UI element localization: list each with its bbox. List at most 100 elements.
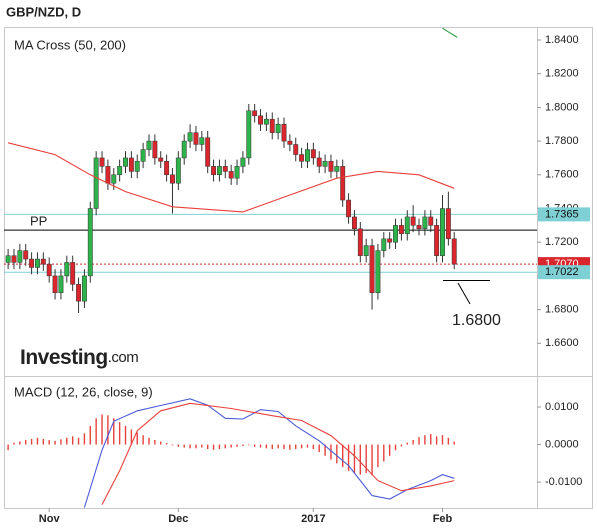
histogram-bar bbox=[418, 437, 420, 445]
candle-body bbox=[234, 166, 240, 179]
candle-body bbox=[258, 115, 263, 125]
candle-body bbox=[222, 166, 228, 172]
candle-body bbox=[422, 216, 428, 229]
x-tick-label: Dec bbox=[168, 513, 188, 525]
candle-body bbox=[299, 154, 305, 162]
histogram-bar bbox=[118, 422, 121, 445]
indicator-label: MACD (12, 26, close, 9) bbox=[14, 384, 153, 399]
y-tick-label: 1.6800 bbox=[545, 304, 579, 316]
histogram-bar bbox=[136, 432, 138, 445]
histogram-bar bbox=[218, 444, 221, 450]
level-tag-label: 1.7022 bbox=[545, 266, 579, 278]
histogram-bar bbox=[277, 444, 279, 449]
candle-body bbox=[146, 140, 152, 150]
y-tick-label: 0.0000 bbox=[545, 438, 579, 450]
candle-body bbox=[440, 208, 445, 256]
histogram-bar bbox=[441, 435, 444, 445]
candle-body bbox=[52, 275, 58, 294]
y-tick-label: 1.8200 bbox=[545, 68, 579, 80]
histogram-bar bbox=[183, 444, 185, 448]
histogram-bar bbox=[171, 444, 174, 446]
histogram-bar bbox=[400, 444, 403, 447]
histogram-bar bbox=[406, 442, 408, 445]
histogram-bar bbox=[13, 442, 15, 445]
annotation-text: 1.6800 bbox=[452, 312, 501, 329]
indicator-label: MA Cross (50, 200) bbox=[14, 37, 126, 52]
y-tick-label: 1.8400 bbox=[545, 34, 579, 46]
x-tick-label: Feb bbox=[433, 513, 453, 525]
candle-body bbox=[58, 275, 64, 294]
candle-body bbox=[35, 258, 40, 268]
histogram-bar bbox=[48, 440, 50, 445]
histogram-bar bbox=[300, 444, 303, 449]
y-tick-label: 1.7600 bbox=[545, 169, 579, 181]
y-tick-label: 1.7800 bbox=[545, 135, 579, 147]
histogram-bar bbox=[412, 440, 414, 445]
line-series bbox=[101, 402, 455, 505]
level-tag-label: 1.7365 bbox=[545, 208, 579, 220]
candle-body bbox=[76, 284, 81, 302]
histogram-bar bbox=[253, 444, 256, 447]
y-tick-label: 1.8000 bbox=[545, 101, 579, 113]
histogram-bar bbox=[365, 444, 367, 474]
candle-body bbox=[11, 255, 17, 263]
candle-body bbox=[93, 157, 99, 209]
candle-body bbox=[17, 250, 23, 263]
histogram-bar bbox=[25, 440, 27, 445]
candle-body bbox=[310, 149, 316, 159]
candle-body bbox=[287, 140, 293, 145]
histogram-bar bbox=[424, 435, 426, 445]
candle-body bbox=[404, 216, 410, 235]
candle-body bbox=[164, 161, 170, 176]
candle-body bbox=[216, 166, 222, 176]
annotation: 1.6800 bbox=[443, 280, 501, 329]
histogram-bar bbox=[206, 444, 209, 450]
candle-body bbox=[416, 225, 422, 229]
candle-body bbox=[152, 140, 158, 159]
line-series bbox=[7, 142, 455, 213]
annotation-pointer bbox=[457, 282, 471, 305]
histogram-bar bbox=[89, 425, 91, 445]
histogram-bar bbox=[383, 444, 385, 462]
watermark-suffix: .com bbox=[108, 349, 139, 366]
x-tick-label: 2017 bbox=[301, 513, 325, 525]
candle-body bbox=[451, 238, 457, 265]
watermark: Investing.com bbox=[20, 346, 138, 369]
candle-body bbox=[111, 174, 117, 184]
histogram-bar bbox=[289, 444, 291, 450]
histogram-bar bbox=[371, 444, 373, 476]
candle-body bbox=[351, 216, 357, 229]
histogram-bar bbox=[66, 437, 68, 445]
histogram-bar bbox=[242, 444, 244, 447]
histogram-bar bbox=[107, 415, 109, 445]
histogram-bar bbox=[42, 438, 45, 445]
histogram-bar bbox=[30, 438, 33, 445]
candle-body bbox=[334, 166, 340, 172]
candle-body bbox=[81, 275, 87, 302]
frame bbox=[4, 27, 593, 509]
histogram-bar bbox=[342, 444, 344, 468]
candle-body bbox=[375, 250, 381, 294]
candle-body bbox=[181, 140, 187, 159]
histogram-bar bbox=[177, 444, 180, 447]
histogram-bar bbox=[101, 414, 103, 445]
level-tag bbox=[538, 265, 590, 280]
candle-body bbox=[187, 132, 193, 142]
candle-body bbox=[211, 166, 217, 176]
candle-body bbox=[346, 199, 352, 218]
histogram-bar bbox=[36, 437, 39, 445]
candle-body bbox=[117, 166, 123, 176]
chart-title: GBP/NZD, D bbox=[6, 4, 81, 19]
histogram-bar bbox=[95, 418, 97, 445]
candle-body bbox=[228, 171, 234, 179]
candle-body bbox=[105, 166, 111, 184]
candle-body bbox=[293, 144, 299, 155]
histogram-bar bbox=[259, 444, 262, 448]
histogram-bar bbox=[306, 444, 309, 448]
line-series bbox=[442, 27, 458, 38]
y-tick-label: 1.6600 bbox=[545, 337, 579, 349]
histogram-bar bbox=[212, 444, 215, 450]
candle-body bbox=[410, 216, 416, 226]
histogram-bar bbox=[330, 444, 332, 460]
candle-body bbox=[87, 208, 93, 277]
